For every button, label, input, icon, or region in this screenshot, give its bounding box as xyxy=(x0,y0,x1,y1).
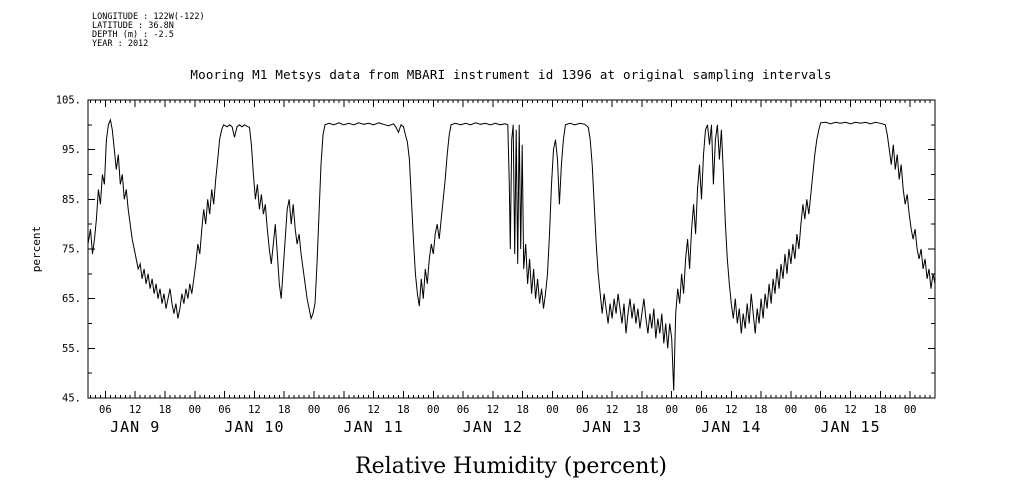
y-tick-label: 95. xyxy=(62,144,81,156)
chart-title: Mooring M1 Metsys data from MBARI instru… xyxy=(190,67,831,82)
y-axis-title: percent xyxy=(30,226,43,272)
y-tick-label: 105. xyxy=(56,95,81,107)
x-tick-label: 18 xyxy=(874,404,887,416)
x-tick-label: 18 xyxy=(159,404,172,416)
latitude-text: LATITUDE : 36.8N xyxy=(92,21,174,31)
x-tick-label: 12 xyxy=(725,404,738,416)
x-tick-label: 18 xyxy=(636,404,649,416)
y-tick-label: 85. xyxy=(62,194,81,206)
day-label: JAN 9 xyxy=(110,418,160,436)
x-tick-label: 18 xyxy=(516,404,529,416)
x-tick-label: 06 xyxy=(457,404,470,416)
x-tick-label: 12 xyxy=(844,404,857,416)
humidity-line xyxy=(87,118,936,391)
metadata-block: LONGITUDE : 122W(-122) LATITUDE : 36.8N … xyxy=(92,12,205,49)
longitude-text: LONGITUDE : 122W(-122) xyxy=(92,12,205,22)
x-tick-label: 12 xyxy=(248,404,261,416)
x-tick-label: 00 xyxy=(546,404,559,416)
x-tick-label: 12 xyxy=(606,404,619,416)
day-label: JAN 13 xyxy=(582,418,642,436)
y-tick-label: 75. xyxy=(62,244,81,256)
x-tick-label: 18 xyxy=(755,404,768,416)
depth-text: DEPTH (m) : -2.5 xyxy=(92,30,174,40)
x-tick-label: 06 xyxy=(99,404,112,416)
x-axis-title: Relative Humidity (percent) xyxy=(355,454,667,479)
day-label: JAN 15 xyxy=(820,418,880,436)
x-tick-label: 06 xyxy=(218,404,231,416)
y-tick-label: 45. xyxy=(62,393,81,405)
x-tick-label: 00 xyxy=(188,404,201,416)
x-tick-label: 00 xyxy=(665,404,678,416)
day-label: JAN 10 xyxy=(224,418,284,436)
x-tick-label: 00 xyxy=(427,404,440,416)
x-tick-label: 00 xyxy=(785,404,798,416)
plot-area: 06 12 18 00 06 12 18 00 06 12 18 00 06 12 18 00 06 12 18 00… xyxy=(56,95,936,436)
x-tick-label: 06 xyxy=(695,404,708,416)
day-label: JAN 14 xyxy=(701,418,761,436)
x-tick-label: 12 xyxy=(487,404,500,416)
day-label: JAN 12 xyxy=(463,418,523,436)
y-tick-label: 65. xyxy=(62,293,81,305)
x-tick-label: 06 xyxy=(576,404,589,416)
x-tick-label: 18 xyxy=(397,404,410,416)
year-text: YEAR : 2012 xyxy=(92,39,148,49)
x-tick-label: 18 xyxy=(278,404,291,416)
day-label: JAN 11 xyxy=(344,418,404,436)
x-tick-label: 06 xyxy=(338,404,351,416)
x-tick-label: 12 xyxy=(129,404,142,416)
x-tick-label: 12 xyxy=(367,404,380,416)
y-tick-label: 55. xyxy=(62,343,81,355)
x-tick-label: 06 xyxy=(814,404,827,416)
x-tick-label: 00 xyxy=(904,404,917,416)
x-tick-label: 00 xyxy=(308,404,321,416)
